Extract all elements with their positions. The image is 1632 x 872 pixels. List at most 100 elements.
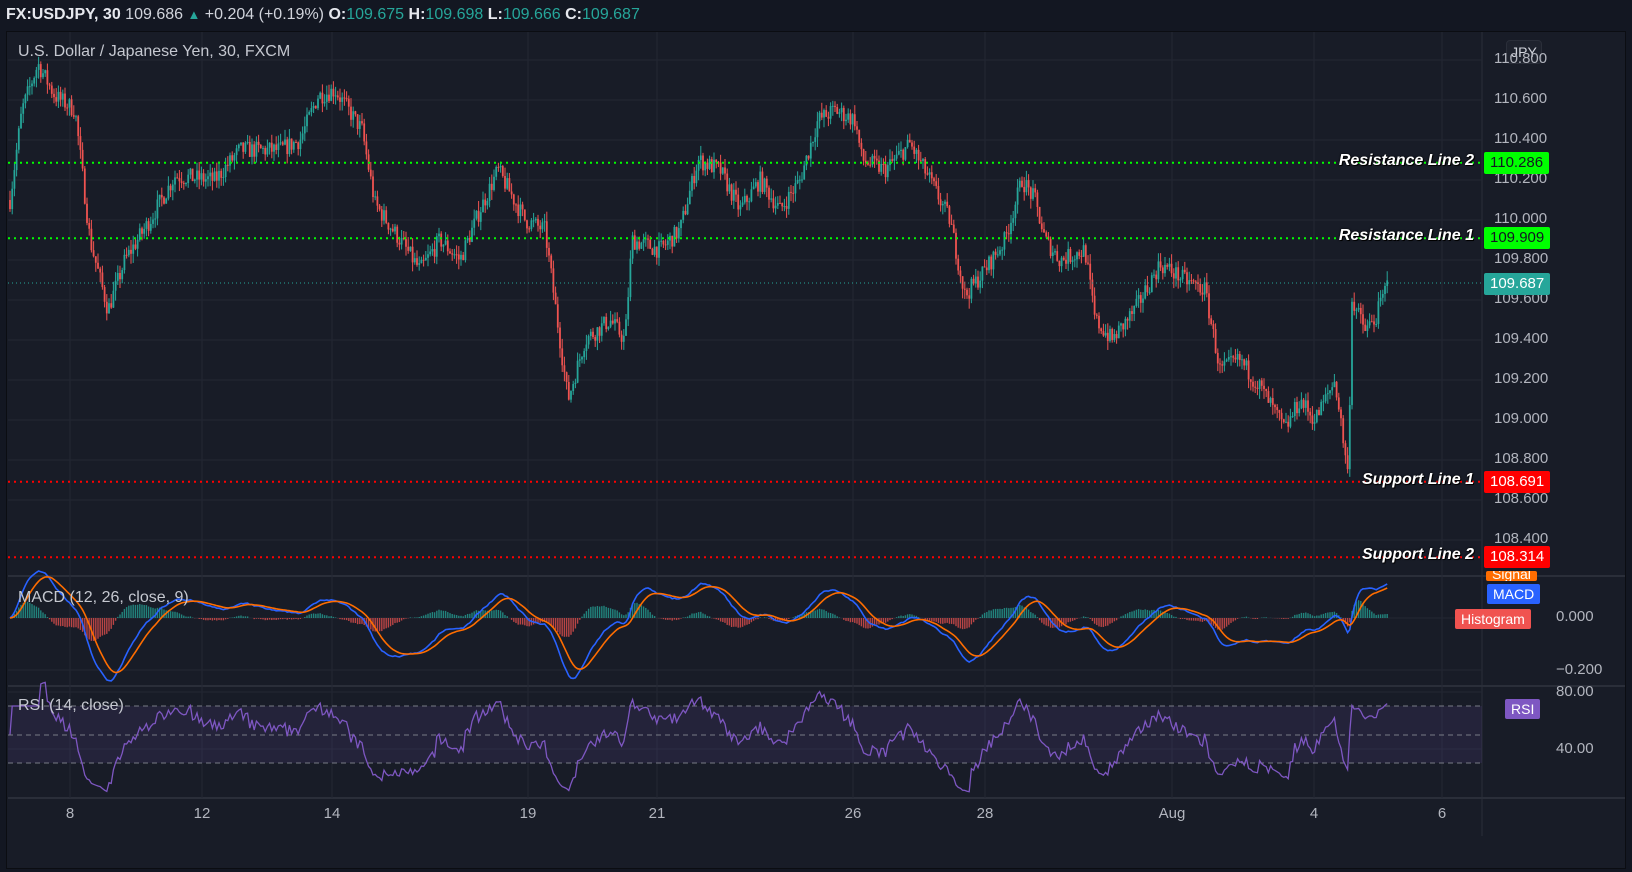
signal-legend-badge: Signal xyxy=(1486,571,1537,581)
candle-body xyxy=(955,232,957,259)
candle-body xyxy=(178,178,181,182)
candle-body xyxy=(314,105,317,109)
candle-body xyxy=(1252,381,1254,387)
candle-body xyxy=(807,155,810,159)
candle-body xyxy=(1285,421,1287,423)
candle-body xyxy=(1280,412,1283,420)
candle-body xyxy=(1071,260,1074,262)
candle-body xyxy=(944,201,946,204)
candle-body xyxy=(299,139,302,150)
candle-body xyxy=(603,316,605,324)
candle-body xyxy=(246,141,249,143)
candle-body xyxy=(1091,279,1094,296)
candle-body xyxy=(90,228,93,251)
candle-body xyxy=(1128,311,1131,321)
candle-body xyxy=(1098,315,1100,329)
candle-body xyxy=(812,141,814,143)
candle-body xyxy=(350,106,352,120)
candle-body xyxy=(418,263,421,265)
candle-body xyxy=(1238,353,1241,360)
candle-body xyxy=(631,235,634,259)
candle-body xyxy=(253,144,256,157)
candle-body xyxy=(22,103,25,114)
candle-body xyxy=(332,88,335,97)
candle-body xyxy=(110,303,113,308)
candle-body xyxy=(724,167,726,174)
horizontal-line-price-badge: 108.314 xyxy=(1484,546,1551,569)
candle-body xyxy=(1168,263,1171,267)
candle-body xyxy=(123,254,126,271)
candle-body xyxy=(882,163,885,165)
candle-body xyxy=(559,327,561,349)
candle-body xyxy=(842,107,845,122)
candle-body xyxy=(1089,263,1092,280)
candle-body xyxy=(545,221,548,248)
candle-body xyxy=(189,168,192,175)
candle-body xyxy=(240,142,242,145)
candle-body xyxy=(827,116,830,119)
candle-body xyxy=(550,255,553,269)
candle-body xyxy=(108,303,110,314)
candle-body xyxy=(583,351,586,358)
candle-body xyxy=(629,258,632,298)
candle-body xyxy=(20,113,22,129)
current-price-badge: 109.687 xyxy=(1484,273,1551,295)
candle-body xyxy=(1010,222,1012,235)
currency-button[interactable]: JPY xyxy=(1506,40,1542,64)
candle-body xyxy=(229,155,231,166)
candle-body xyxy=(1289,416,1292,427)
candle-body xyxy=(200,173,203,180)
candle-body xyxy=(167,185,170,199)
candle-body xyxy=(369,169,372,177)
candle-body xyxy=(119,272,121,280)
candle-body xyxy=(1307,400,1309,412)
candle-body xyxy=(933,178,935,182)
candle-body xyxy=(163,197,165,204)
candle-body xyxy=(686,204,689,215)
open-value: 109.675 xyxy=(346,6,405,23)
candle-body xyxy=(1260,380,1263,386)
candle-body xyxy=(565,372,568,382)
candle-body xyxy=(598,327,601,336)
candle-body xyxy=(928,172,931,175)
candle-body xyxy=(319,92,322,99)
candle-body xyxy=(792,192,795,194)
candle-body xyxy=(561,348,564,366)
candle-body xyxy=(281,142,284,145)
candle-body xyxy=(743,195,746,203)
candle-body xyxy=(1038,206,1041,224)
candle-body xyxy=(1102,331,1105,336)
candle-body xyxy=(948,206,951,224)
candle-body xyxy=(783,206,786,208)
candle-body xyxy=(211,172,214,181)
candle-body xyxy=(325,94,328,102)
candle-body xyxy=(259,145,262,149)
candle-body xyxy=(695,170,698,184)
price-tick: 110.800 xyxy=(1494,50,1548,67)
candle-body xyxy=(563,365,566,373)
candle-body xyxy=(1047,236,1050,239)
candle-body xyxy=(336,95,339,98)
candle-body xyxy=(389,228,392,230)
candle-body xyxy=(83,168,86,204)
candle-body xyxy=(1109,328,1111,341)
candle-body xyxy=(475,210,478,219)
candle-body xyxy=(57,91,60,102)
candle-body xyxy=(1060,257,1063,267)
candle-body xyxy=(649,239,652,249)
candle-body xyxy=(1247,360,1250,380)
rsi-tick-40: 40.00 xyxy=(1556,740,1594,757)
candle-body xyxy=(1058,260,1061,267)
candle-body xyxy=(693,175,696,184)
candle-body xyxy=(460,254,462,260)
candle-body xyxy=(466,238,469,241)
candle-body xyxy=(1212,324,1215,330)
candle-body xyxy=(209,172,212,177)
candle-body xyxy=(356,114,359,129)
candle-body xyxy=(462,254,465,261)
candle-body xyxy=(37,64,40,70)
candle-body xyxy=(376,196,379,206)
candle-body xyxy=(433,249,436,257)
candle-body xyxy=(1357,307,1360,310)
